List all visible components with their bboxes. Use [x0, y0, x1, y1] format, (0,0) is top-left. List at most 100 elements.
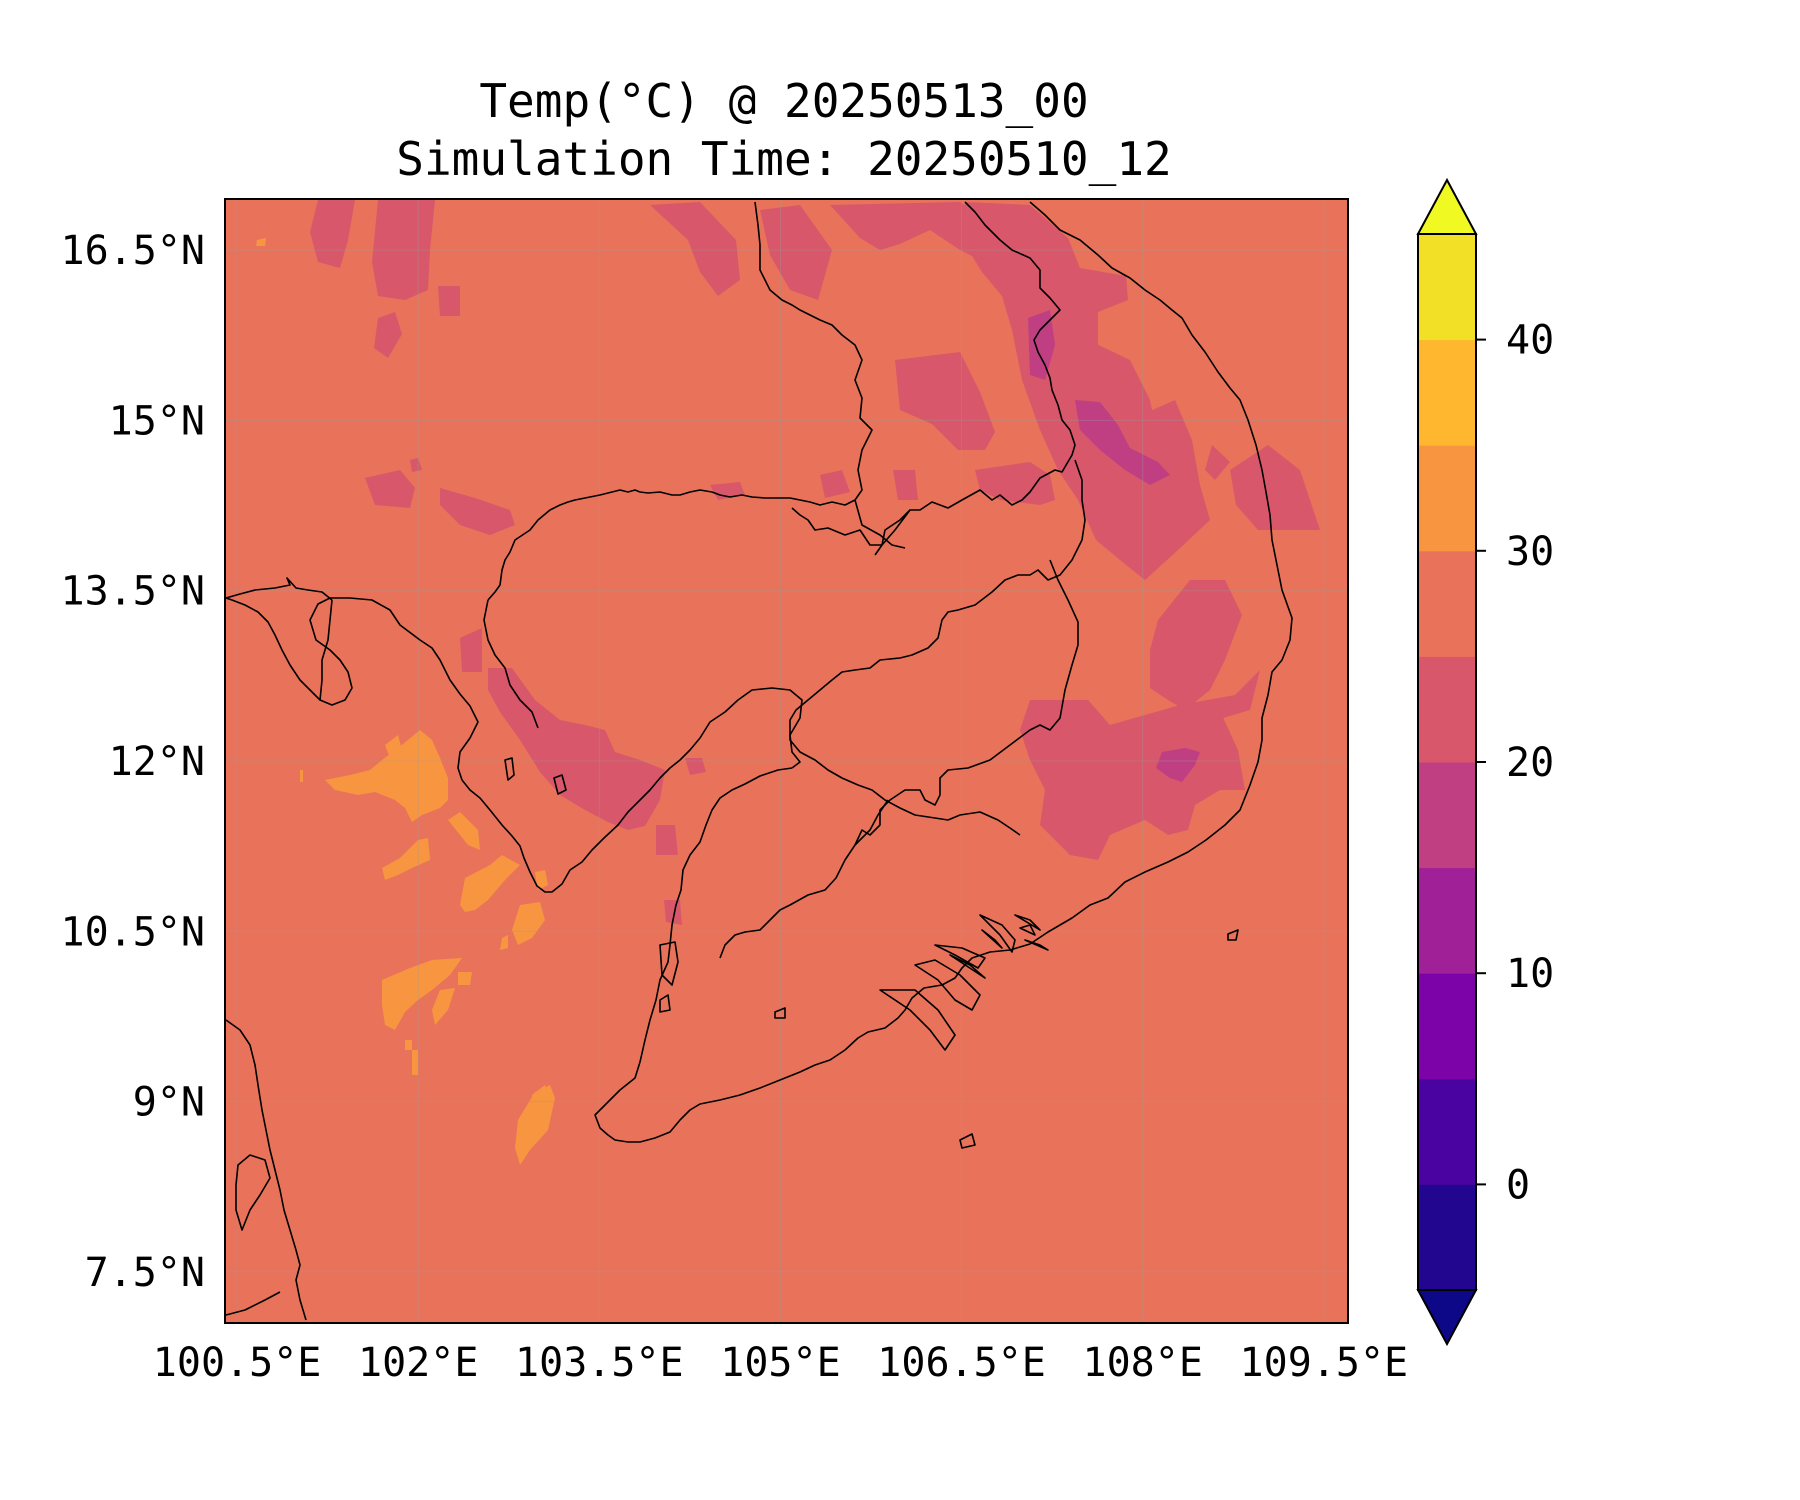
contour-patch: [820, 470, 850, 498]
border: [874, 509, 911, 556]
contour-patch: [374, 312, 402, 358]
contour-patch: [385, 735, 402, 758]
map-title: Temp(°C) @ 20250513_00: [479, 74, 1089, 128]
contour-patch: [310, 200, 355, 268]
lon-tick-label: 100.5°E: [153, 1340, 322, 1386]
lat-tick-label: 13.5°N: [61, 569, 206, 615]
contour-patch: [440, 488, 515, 535]
contour-patch: [256, 238, 266, 246]
contour-patch: [488, 668, 665, 830]
border: [487, 489, 856, 601]
temperature-band-20-25: [310, 200, 1320, 925]
contour-patch: [400, 740, 414, 750]
colorbar-extend-min: [1416, 1289, 1478, 1347]
colorbar-tick-label: 20: [1506, 740, 1554, 786]
coastline: [934, 944, 986, 969]
coastline: [979, 914, 1016, 953]
contour-patch: [438, 286, 460, 316]
lon-tick-label: 102°E: [358, 1340, 478, 1386]
contour-patch: [535, 870, 548, 890]
border: [719, 799, 889, 959]
temperature-band-30-35: [256, 238, 555, 1165]
lon-tick-label: 109.5°E: [1240, 1340, 1409, 1386]
contour-patch: [893, 470, 918, 500]
contour-patch: [405, 1040, 412, 1050]
lon-tick-label: 103.5°E: [515, 1340, 684, 1386]
coastline: [879, 989, 956, 1051]
contour-patch: [975, 462, 1055, 505]
colorbar-tick-label: 10: [1506, 951, 1554, 997]
coastline: [1024, 939, 1049, 951]
lon-tick-label: 105°E: [720, 1340, 840, 1386]
coastline: [461, 687, 803, 893]
map-layers: [225, 199, 1348, 1323]
colorbar-tick-label: 0: [1506, 1162, 1530, 1208]
contour-patch: [1150, 580, 1242, 710]
colorbar-segment: [1418, 973, 1476, 1080]
colorbar-segment: [1418, 445, 1476, 552]
contour-patch: [895, 352, 995, 450]
contour-patch: [410, 458, 422, 472]
colorbar-segment: [1418, 234, 1476, 341]
coastline: [225, 1291, 281, 1316]
coastline: [1019, 924, 1036, 936]
contour-patch: [325, 730, 448, 822]
map-subtitle: Simulation Time: 20250510_12: [396, 132, 1172, 186]
map-gridlines: [225, 199, 1348, 1323]
contour-patch: [1075, 400, 1170, 485]
latitude-tick-labels: 16.5°N 15°N 13.5°N 12°N 10.5°N 9°N 7.5°N: [61, 228, 206, 1296]
contour-patch: [760, 205, 832, 300]
colorbar-extend-max: [1416, 177, 1478, 235]
contour-patch: [664, 900, 682, 925]
lat-tick-label: 12°N: [109, 739, 205, 785]
contour-patch: [412, 1050, 418, 1075]
contour-patch: [365, 470, 415, 508]
contour-patch: [500, 935, 508, 950]
lat-tick-label: 10.5°N: [61, 909, 206, 955]
island: [504, 757, 515, 781]
contour-patch: [830, 202, 1000, 260]
temperature-band-15-20: [1028, 310, 1200, 782]
colorbar-segment: [1418, 867, 1476, 974]
coastline: [981, 929, 1003, 949]
border: [754, 201, 873, 501]
contour-patch: [1020, 700, 1245, 860]
contour-patch: [1205, 445, 1230, 480]
contour-patch: [432, 988, 455, 1025]
lon-tick-label: 108°E: [1083, 1340, 1203, 1386]
lat-tick-label: 15°N: [109, 398, 205, 444]
contour-patch: [685, 758, 706, 775]
contour-patch: [512, 902, 545, 945]
coastline: [235, 1154, 271, 1231]
colorbar-segment: [1418, 550, 1476, 657]
contour-patch: [382, 958, 462, 1030]
border: [854, 499, 906, 549]
lon-tick-label: 106.5°E: [877, 1340, 1046, 1386]
border: [483, 599, 539, 729]
longitude-tick-labels: 100.5°E 102°E 103.5°E 105°E 106.5°E 108°E 109.…: [153, 1340, 1408, 1386]
colorbar-segment: [1418, 656, 1476, 763]
island: [1227, 929, 1239, 941]
colorbar-segment: [1418, 762, 1476, 869]
contour-patch: [515, 1085, 555, 1165]
island: [659, 994, 671, 1013]
contour-patch: [372, 200, 435, 300]
contour-patch: [458, 972, 472, 985]
colorbar-segment: [1418, 1078, 1476, 1185]
island: [959, 1133, 976, 1149]
island: [774, 1007, 786, 1019]
contour-patch: [650, 202, 740, 296]
coastline: [225, 1019, 307, 1321]
lat-tick-label: 9°N: [133, 1080, 205, 1126]
border: [319, 599, 333, 701]
contour-patch: [1230, 445, 1320, 530]
contour-patch: [656, 825, 678, 855]
coastline: [1014, 914, 1041, 931]
contour-patch: [460, 628, 482, 672]
coastline: [914, 959, 981, 1011]
lat-tick-label: 16.5°N: [61, 228, 206, 274]
contour-patch: [300, 770, 303, 782]
colorbar: 0 10 20 30 40: [1416, 177, 1554, 1347]
